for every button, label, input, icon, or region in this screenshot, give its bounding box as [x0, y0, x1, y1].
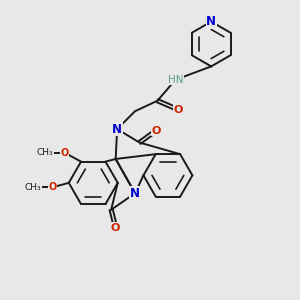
Text: N: N [206, 15, 216, 28]
Text: HN: HN [168, 75, 183, 85]
Text: O: O [151, 126, 161, 136]
Text: O: O [174, 105, 183, 115]
Text: N: N [130, 187, 140, 200]
Text: O: O [111, 223, 120, 232]
Text: CH₃: CH₃ [37, 148, 53, 157]
Text: CH₃: CH₃ [25, 183, 41, 192]
Text: N: N [112, 123, 122, 136]
Text: O: O [61, 148, 69, 158]
Text: O: O [48, 182, 56, 192]
